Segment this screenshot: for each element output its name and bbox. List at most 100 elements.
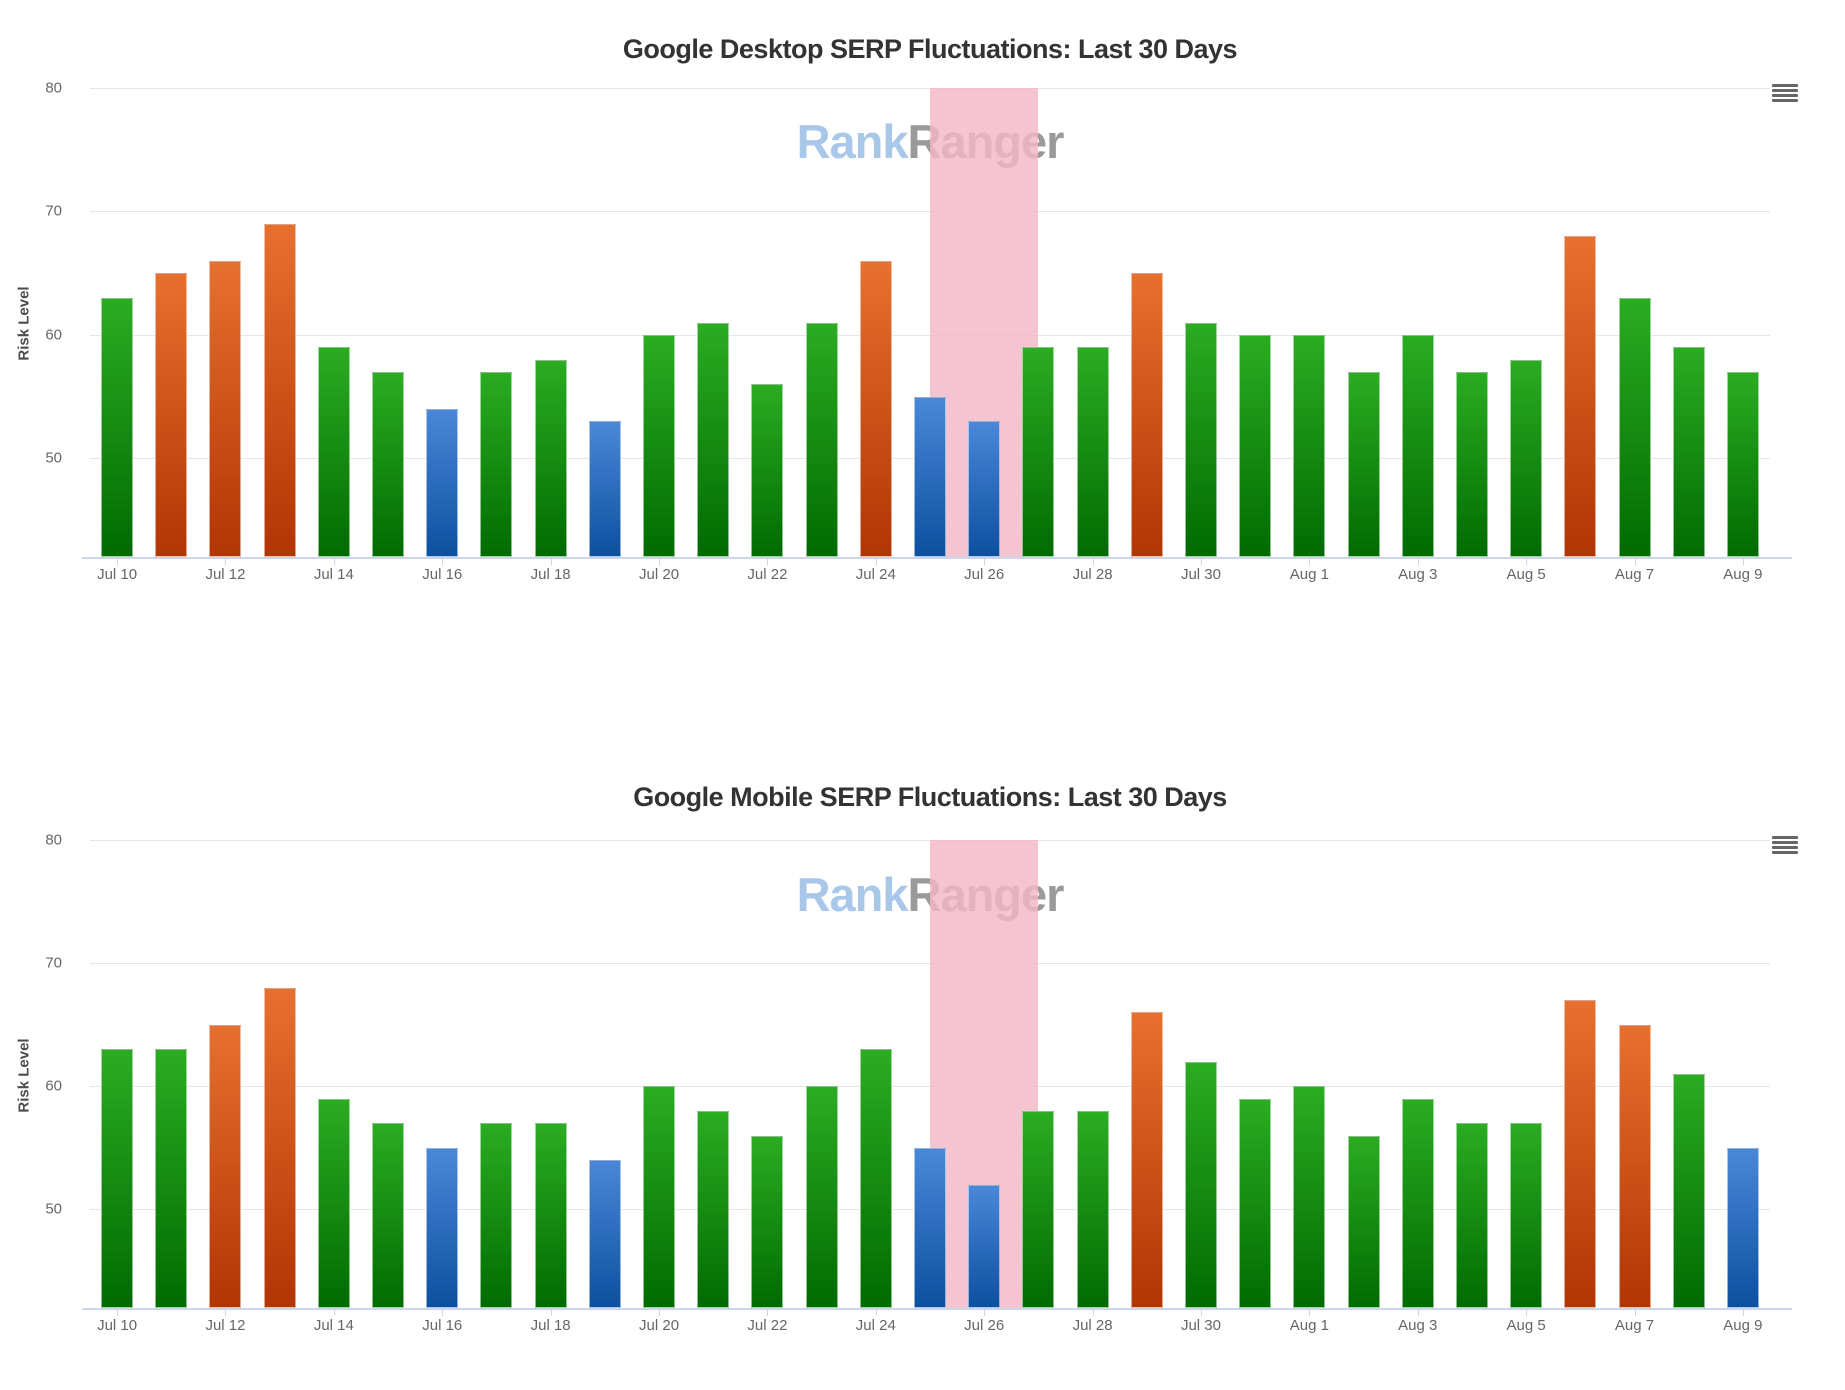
bar-jul-27[interactable] — [1022, 347, 1055, 557]
x-axis-tick — [1526, 1310, 1528, 1316]
bar-jul-12[interactable] — [209, 1024, 242, 1308]
bar-aug-5[interactable] — [1510, 359, 1543, 557]
bar-jul-29[interactable] — [1130, 273, 1163, 557]
x-axis-tick — [550, 1310, 552, 1316]
x-axis-tick — [1526, 559, 1528, 565]
bar-jul-21[interactable] — [697, 322, 730, 557]
bar-jul-25[interactable] — [914, 396, 946, 557]
y-axis-tick-label: 80 — [45, 79, 62, 97]
bar-aug-2[interactable] — [1347, 1135, 1380, 1308]
bar-jul-12[interactable] — [209, 260, 242, 557]
bar-aug-5[interactable] — [1510, 1123, 1543, 1308]
bar-aug-6[interactable] — [1564, 236, 1597, 557]
bar-jul-24[interactable] — [859, 260, 892, 557]
x-axis-tick-label: Aug 9 — [1723, 566, 1763, 583]
bar-aug-3[interactable] — [1401, 334, 1434, 557]
bar-jul-20[interactable] — [643, 1086, 676, 1308]
bar-jul-13[interactable] — [263, 223, 296, 557]
bar-jul-28[interactable] — [1076, 1110, 1109, 1308]
watermark-rank: Rank — [796, 115, 909, 168]
hamburger-menu-icon[interactable] — [1772, 836, 1798, 857]
bar-jul-26[interactable] — [968, 421, 1001, 557]
bar-jul-17[interactable] — [480, 1123, 513, 1308]
x-axis-tick — [875, 1310, 877, 1316]
x-axis-tick — [117, 1310, 119, 1316]
y-axis-tick-label: 60 — [45, 1077, 62, 1095]
bar-jul-15[interactable] — [372, 1123, 405, 1308]
bar-jul-15[interactable] — [372, 371, 405, 557]
bar-jul-10[interactable] — [101, 297, 134, 557]
bar-jul-29[interactable] — [1130, 1012, 1163, 1308]
bar-jul-14[interactable] — [317, 347, 350, 557]
x-axis-tick — [1742, 559, 1744, 565]
x-axis-tick — [1417, 1310, 1419, 1316]
bar-jul-25[interactable] — [914, 1147, 946, 1308]
x-axis-tick — [442, 559, 444, 565]
bar-jul-13[interactable] — [263, 987, 296, 1308]
bar-aug-3[interactable] — [1401, 1098, 1434, 1308]
y-axis-tick-label: 70 — [45, 954, 62, 972]
bar-aug-9[interactable] — [1726, 371, 1759, 557]
watermark-rank: Rank — [796, 868, 909, 921]
x-axis-tick-label: Jul 12 — [205, 1317, 246, 1334]
x-axis-tick-label: Jul 22 — [747, 1317, 788, 1334]
y-axis-tick-label: 50 — [45, 449, 62, 467]
desktop-chart-title: Google Desktop SERP Fluctuations: Last 3… — [622, 34, 1238, 64]
bar-jul-28[interactable] — [1076, 347, 1109, 557]
x-axis-line — [82, 557, 1792, 559]
bar-aug-8[interactable] — [1672, 347, 1705, 557]
x-axis-tick-label: Jul 28 — [1072, 566, 1113, 583]
mobile-chart-title: Google Mobile SERP Fluctuations: Last 30… — [633, 782, 1227, 812]
bar-jul-19[interactable] — [588, 1160, 621, 1308]
bar-aug-9[interactable] — [1726, 1147, 1759, 1308]
x-axis-tick — [1742, 1310, 1744, 1316]
bar-aug-4[interactable] — [1455, 371, 1488, 557]
x-axis-tick — [1200, 1310, 1202, 1316]
bar-aug-4[interactable] — [1455, 1123, 1488, 1308]
x-axis-tick-label: Aug 5 — [1506, 1317, 1546, 1334]
bar-aug-1[interactable] — [1293, 1086, 1326, 1308]
bar-jul-30[interactable] — [1184, 1061, 1217, 1308]
bar-jul-16[interactable] — [426, 408, 459, 557]
bar-jul-22[interactable] — [751, 384, 784, 557]
x-axis-tick-label: Jul 30 — [1180, 1317, 1221, 1334]
bar-jul-23[interactable] — [805, 322, 838, 557]
bar-jul-26[interactable] — [968, 1184, 1001, 1308]
bar-jul-21[interactable] — [697, 1110, 730, 1308]
bar-jul-20[interactable] — [643, 334, 676, 557]
bar-jul-14[interactable] — [317, 1098, 350, 1308]
bar-jul-17[interactable] — [480, 371, 513, 557]
x-axis-tick-label: Jul 28 — [1072, 1317, 1113, 1334]
bar-jul-18[interactable] — [534, 359, 567, 557]
x-axis-tick — [875, 559, 877, 565]
bar-aug-7[interactable] — [1618, 297, 1651, 557]
bar-jul-23[interactable] — [805, 1086, 838, 1308]
bar-jul-30[interactable] — [1184, 322, 1217, 557]
bar-jul-27[interactable] — [1022, 1110, 1055, 1308]
bar-jul-16[interactable] — [426, 1147, 459, 1308]
x-axis-tick-label: Aug 9 — [1723, 1317, 1763, 1334]
bar-aug-2[interactable] — [1347, 371, 1380, 557]
x-axis-tick — [1634, 1310, 1636, 1316]
bar-jul-11[interactable] — [155, 1049, 188, 1308]
x-axis-tick — [767, 559, 769, 565]
bar-jul-31[interactable] — [1239, 334, 1272, 557]
x-axis-tick — [333, 559, 335, 565]
bar-aug-8[interactable] — [1672, 1074, 1705, 1308]
bar-jul-10[interactable] — [101, 1049, 134, 1308]
bar-jul-22[interactable] — [751, 1135, 784, 1308]
bar-jul-11[interactable] — [155, 273, 188, 557]
bar-jul-18[interactable] — [534, 1123, 567, 1308]
bar-aug-7[interactable] — [1618, 1024, 1651, 1308]
bar-jul-24[interactable] — [859, 1049, 892, 1308]
bar-aug-6[interactable] — [1564, 1000, 1597, 1308]
bar-aug-1[interactable] — [1293, 334, 1326, 557]
x-axis-tick-label: Jul 16 — [422, 566, 463, 583]
x-axis-tick-label: Jul 30 — [1180, 566, 1221, 583]
bar-jul-31[interactable] — [1239, 1098, 1272, 1308]
x-axis-tick-label: Jul 24 — [855, 1317, 896, 1334]
bar-jul-19[interactable] — [588, 421, 621, 557]
mobile-y-axis-title: Risk Level — [15, 1038, 33, 1113]
hamburger-menu-icon[interactable] — [1772, 84, 1798, 105]
